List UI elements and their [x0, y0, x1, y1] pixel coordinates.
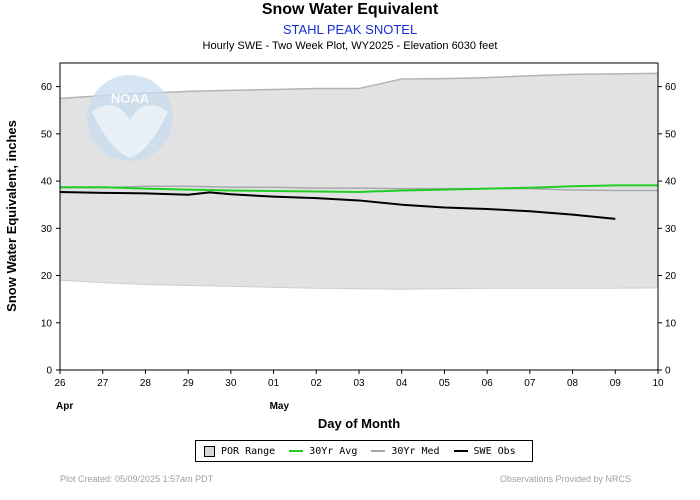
legend-label-swe-obs: SWE Obs [473, 445, 516, 457]
legend-item-por-range: POR Range [204, 445, 276, 457]
series-line-30yr-avg [60, 184, 658, 193]
x-tick-label: 28 [140, 378, 152, 389]
x-tick-label: 02 [311, 378, 323, 389]
y-tick-label-right: 10 [665, 318, 677, 329]
month-label: May [270, 401, 290, 412]
data-credit-note: Observations Provided by NRCS [499, 474, 631, 484]
y-tick-label-right: 0 [665, 366, 671, 377]
y-tick-label-right: 30 [665, 224, 677, 235]
legend-item-30yr-avg: 30Yr Avg [289, 446, 357, 457]
x-tick-label: 30 [225, 378, 237, 389]
legend-swatch-swe-obs [453, 450, 468, 452]
legend-item-swe-obs: SWE Obs [453, 445, 516, 457]
x-tick-label: 29 [183, 378, 195, 389]
y-tick-label-left: 0 [46, 366, 52, 377]
y-tick-label-left: 50 [41, 129, 53, 140]
legend-label-por-range: POR Range [221, 445, 276, 457]
x-axis-label: Day of Month [318, 416, 400, 431]
y-tick-label-left: 20 [41, 271, 53, 282]
legend-label-30yr-med: 30Yr Med [391, 445, 440, 457]
y-tick-label-left: 30 [41, 224, 53, 235]
x-tick-label: 26 [54, 378, 66, 389]
x-tick-label: 06 [482, 378, 494, 389]
legend: POR Range 30Yr Avg 30Yr Med SWE Obs [195, 440, 533, 462]
series-line-30yr-med [60, 185, 658, 192]
y-tick-label-left: 10 [41, 318, 53, 329]
y-tick-label-right: 60 [665, 82, 677, 93]
y-tick-label-left: 40 [41, 177, 53, 188]
noaa-logo-text: NOAA [111, 91, 150, 106]
y-tick-label-right: 50 [665, 129, 677, 140]
x-tick-label: 01 [268, 378, 280, 389]
x-tick-label: 03 [353, 378, 365, 389]
legend-swatch-por-range [204, 445, 215, 457]
y-axis-left: 0 10 20 30 40 50 60 [41, 82, 60, 377]
por-range-band [60, 73, 658, 290]
y-tick-label-left: 60 [41, 82, 53, 93]
month-label: Apr [56, 401, 73, 412]
plot-created-note: Plot Created: 05/09/2025 1:57am PDT [60, 474, 214, 484]
legend-swatch-30yr-avg [289, 450, 304, 452]
series-line-swe-obs [59, 190, 616, 220]
y-axis-right: 0 10 20 30 40 50 60 [658, 82, 677, 377]
station-name: STAHL PEAK SNOTEL [282, 22, 418, 37]
x-tick-label: 08 [567, 378, 579, 389]
legend-swatch-30yr-med [371, 450, 386, 452]
x-tick-label: 27 [97, 378, 109, 389]
x-tick-label: 07 [524, 378, 536, 389]
x-tick-label: 05 [439, 378, 451, 389]
y-axis-label: Snow Water Equivalent, inches [4, 120, 19, 312]
y-tick-label-right: 40 [665, 177, 677, 188]
x-axis: 26 27 28 29 30 01 02 03 04 05 06 07 08 09 10 Apr May [54, 370, 664, 412]
series-lines [59, 184, 658, 220]
por-range-lower-edge [59, 279, 659, 290]
legend-item-30yr-med: 30Yr Med [371, 445, 440, 457]
chart-title: Snow Water Equivalent [261, 1, 439, 18]
y-tick-label-right: 20 [665, 271, 677, 282]
chart-description: Hourly SWE - Two Week Plot, WY2025 - Ele… [202, 40, 498, 52]
noaa-logo-bird [92, 105, 168, 158]
x-tick-label: 10 [652, 378, 664, 389]
x-tick-label: 09 [610, 378, 622, 389]
x-tick-label: 04 [396, 378, 408, 389]
legend-label-30yr-avg: 30Yr Avg [309, 445, 358, 457]
noaa-logo: NOAA [87, 75, 173, 161]
